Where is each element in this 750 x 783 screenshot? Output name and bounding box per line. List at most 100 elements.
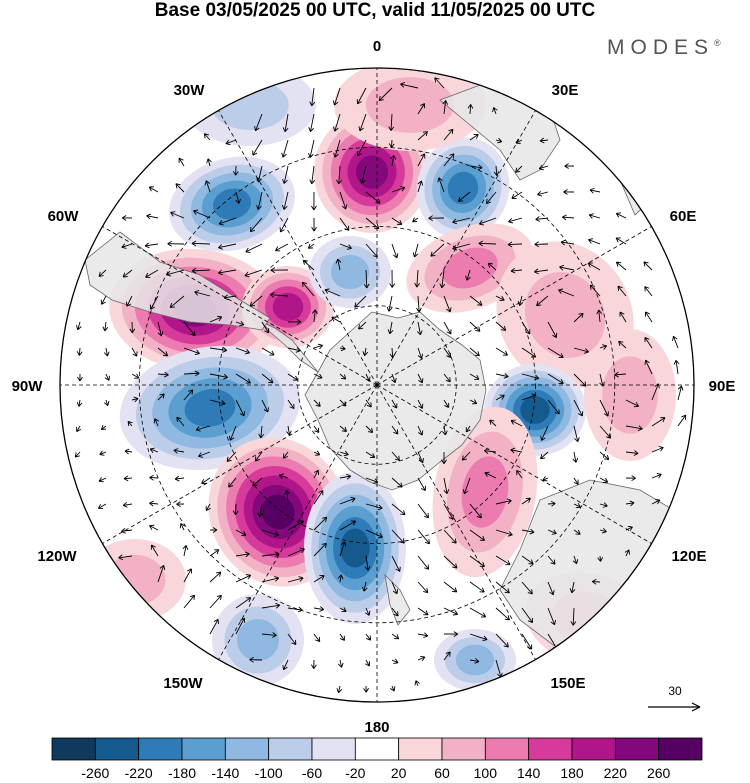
wind-vector-arrow — [166, 269, 185, 277]
wind-vector-arrow — [469, 399, 478, 405]
colorbar-swatch — [528, 737, 573, 761]
wind-vector-arrow — [443, 581, 458, 593]
wind-vector-arrow — [515, 138, 523, 144]
wind-vector-arrow — [391, 186, 406, 193]
wind-vector-arrow — [228, 477, 237, 488]
wind-vector-arrow — [365, 503, 383, 511]
wind-vector-arrow — [365, 399, 372, 408]
wind-vector-arrow — [443, 631, 459, 637]
wind-vector-arrow — [309, 165, 316, 185]
wind-vector-arrow — [287, 547, 305, 557]
wind-vector-arrow — [391, 243, 399, 259]
wind-vector-arrow — [339, 520, 357, 531]
wind-vector-arrow — [150, 544, 159, 557]
registered-mark: ® — [714, 38, 721, 48]
wind-vector-arrow — [672, 335, 679, 349]
wind-vector-arrow — [443, 607, 458, 616]
wind-vector-arrow — [443, 503, 454, 520]
wind-vector-arrow — [261, 632, 277, 638]
wind-vector-arrow — [391, 399, 398, 409]
wind-vector-arrow — [235, 373, 251, 384]
wind-vector-arrow — [599, 527, 607, 534]
wind-vector-arrow — [182, 545, 189, 557]
wind-vector-arrow — [495, 347, 508, 356]
colorbar-tick-label: -60 — [302, 765, 322, 781]
wind-vector-arrow — [469, 295, 483, 306]
wind-vector-arrow — [339, 345, 346, 352]
wind-vector-arrow — [339, 607, 347, 613]
wind-vector-arrow — [417, 103, 426, 115]
wind-vector-arrow — [547, 373, 564, 384]
wind-vector-arrow — [362, 347, 369, 356]
wind-vector-arrow — [538, 164, 549, 171]
wind-vector-arrow — [417, 632, 429, 639]
wind-vector-arrow — [209, 571, 222, 583]
wind-vector-arrow — [486, 191, 497, 205]
wind-vector-arrow — [183, 594, 195, 609]
wind-vector-arrow — [536, 295, 549, 307]
wind-vector-arrow — [542, 476, 549, 482]
wind-vector-arrow — [619, 311, 627, 323]
wind-vector-arrow — [469, 503, 482, 519]
wind-vector-arrow — [414, 269, 420, 288]
wind-vector-arrow — [102, 321, 109, 332]
wind-vector-arrow — [206, 158, 212, 167]
wind-vector-arrow — [183, 389, 194, 401]
wind-vector-arrow — [573, 477, 579, 485]
wind-vector-arrow — [469, 347, 480, 357]
wind-vector-arrow — [495, 295, 505, 302]
landmass — [384, 573, 411, 626]
wind-vector-arrow — [333, 113, 341, 132]
negative-anomaly-contour — [340, 528, 370, 568]
positive-anomaly-contour — [365, 77, 455, 133]
wind-vector-arrow — [176, 416, 185, 427]
wind-vector-arrow — [651, 472, 662, 479]
wind-vector-arrow — [121, 243, 133, 249]
wind-vector-arrow — [441, 451, 447, 464]
wind-vector-arrow — [332, 87, 341, 106]
wind-vector-arrow — [599, 399, 609, 417]
wind-vector-arrow — [125, 295, 133, 307]
meridian-line — [376, 384, 536, 660]
colorbar-tick-label: -180 — [168, 765, 196, 781]
wind-vector-arrow — [287, 633, 297, 646]
colorbar-swatch — [354, 737, 400, 761]
wind-vector-arrow — [183, 347, 200, 356]
wind-vector-arrow — [217, 269, 237, 276]
wind-vector-arrow — [537, 190, 549, 197]
wind-vector-arrow — [302, 259, 315, 271]
wind-vector-arrow — [484, 471, 497, 479]
wind-vector-arrow — [478, 217, 497, 226]
landmass — [304, 311, 487, 491]
wind-vector-arrow — [417, 451, 424, 464]
wind-vector-arrow — [573, 425, 580, 443]
colorbar-swatch — [441, 737, 486, 761]
wind-vector-arrow — [515, 165, 523, 173]
wind-vector-arrow — [417, 477, 426, 492]
colorbar-swatch — [268, 737, 313, 761]
wind-vector-arrow — [254, 451, 263, 462]
wind-vector-arrow — [121, 528, 133, 534]
lon-label-180: 180 — [364, 719, 389, 736]
wind-vector-arrow — [516, 470, 523, 479]
wind-vector-arrow — [256, 191, 263, 210]
wind-vector-arrow — [495, 633, 509, 648]
wind-vector-arrow — [287, 576, 304, 583]
wind-vector-arrow — [261, 602, 281, 609]
wind-vector-arrow — [313, 425, 320, 433]
wind-vector-arrow — [301, 281, 315, 297]
negative-anomaly-contour — [212, 188, 252, 220]
wind-vector-arrow — [269, 291, 289, 298]
parallel-circle — [218, 226, 536, 544]
wind-vector-arrow — [588, 238, 601, 245]
wind-vector-arrow — [261, 373, 274, 384]
wind-vector-arrow — [339, 496, 356, 505]
wind-vector-arrow — [245, 243, 263, 253]
wind-vector-arrow — [282, 113, 289, 133]
wind-vector-arrow — [493, 165, 500, 176]
wind-vector-arrow — [387, 321, 394, 335]
wind-vector-arrow — [129, 321, 136, 334]
wind-vector-arrow — [308, 139, 315, 158]
wind-vector-arrow — [573, 399, 584, 417]
